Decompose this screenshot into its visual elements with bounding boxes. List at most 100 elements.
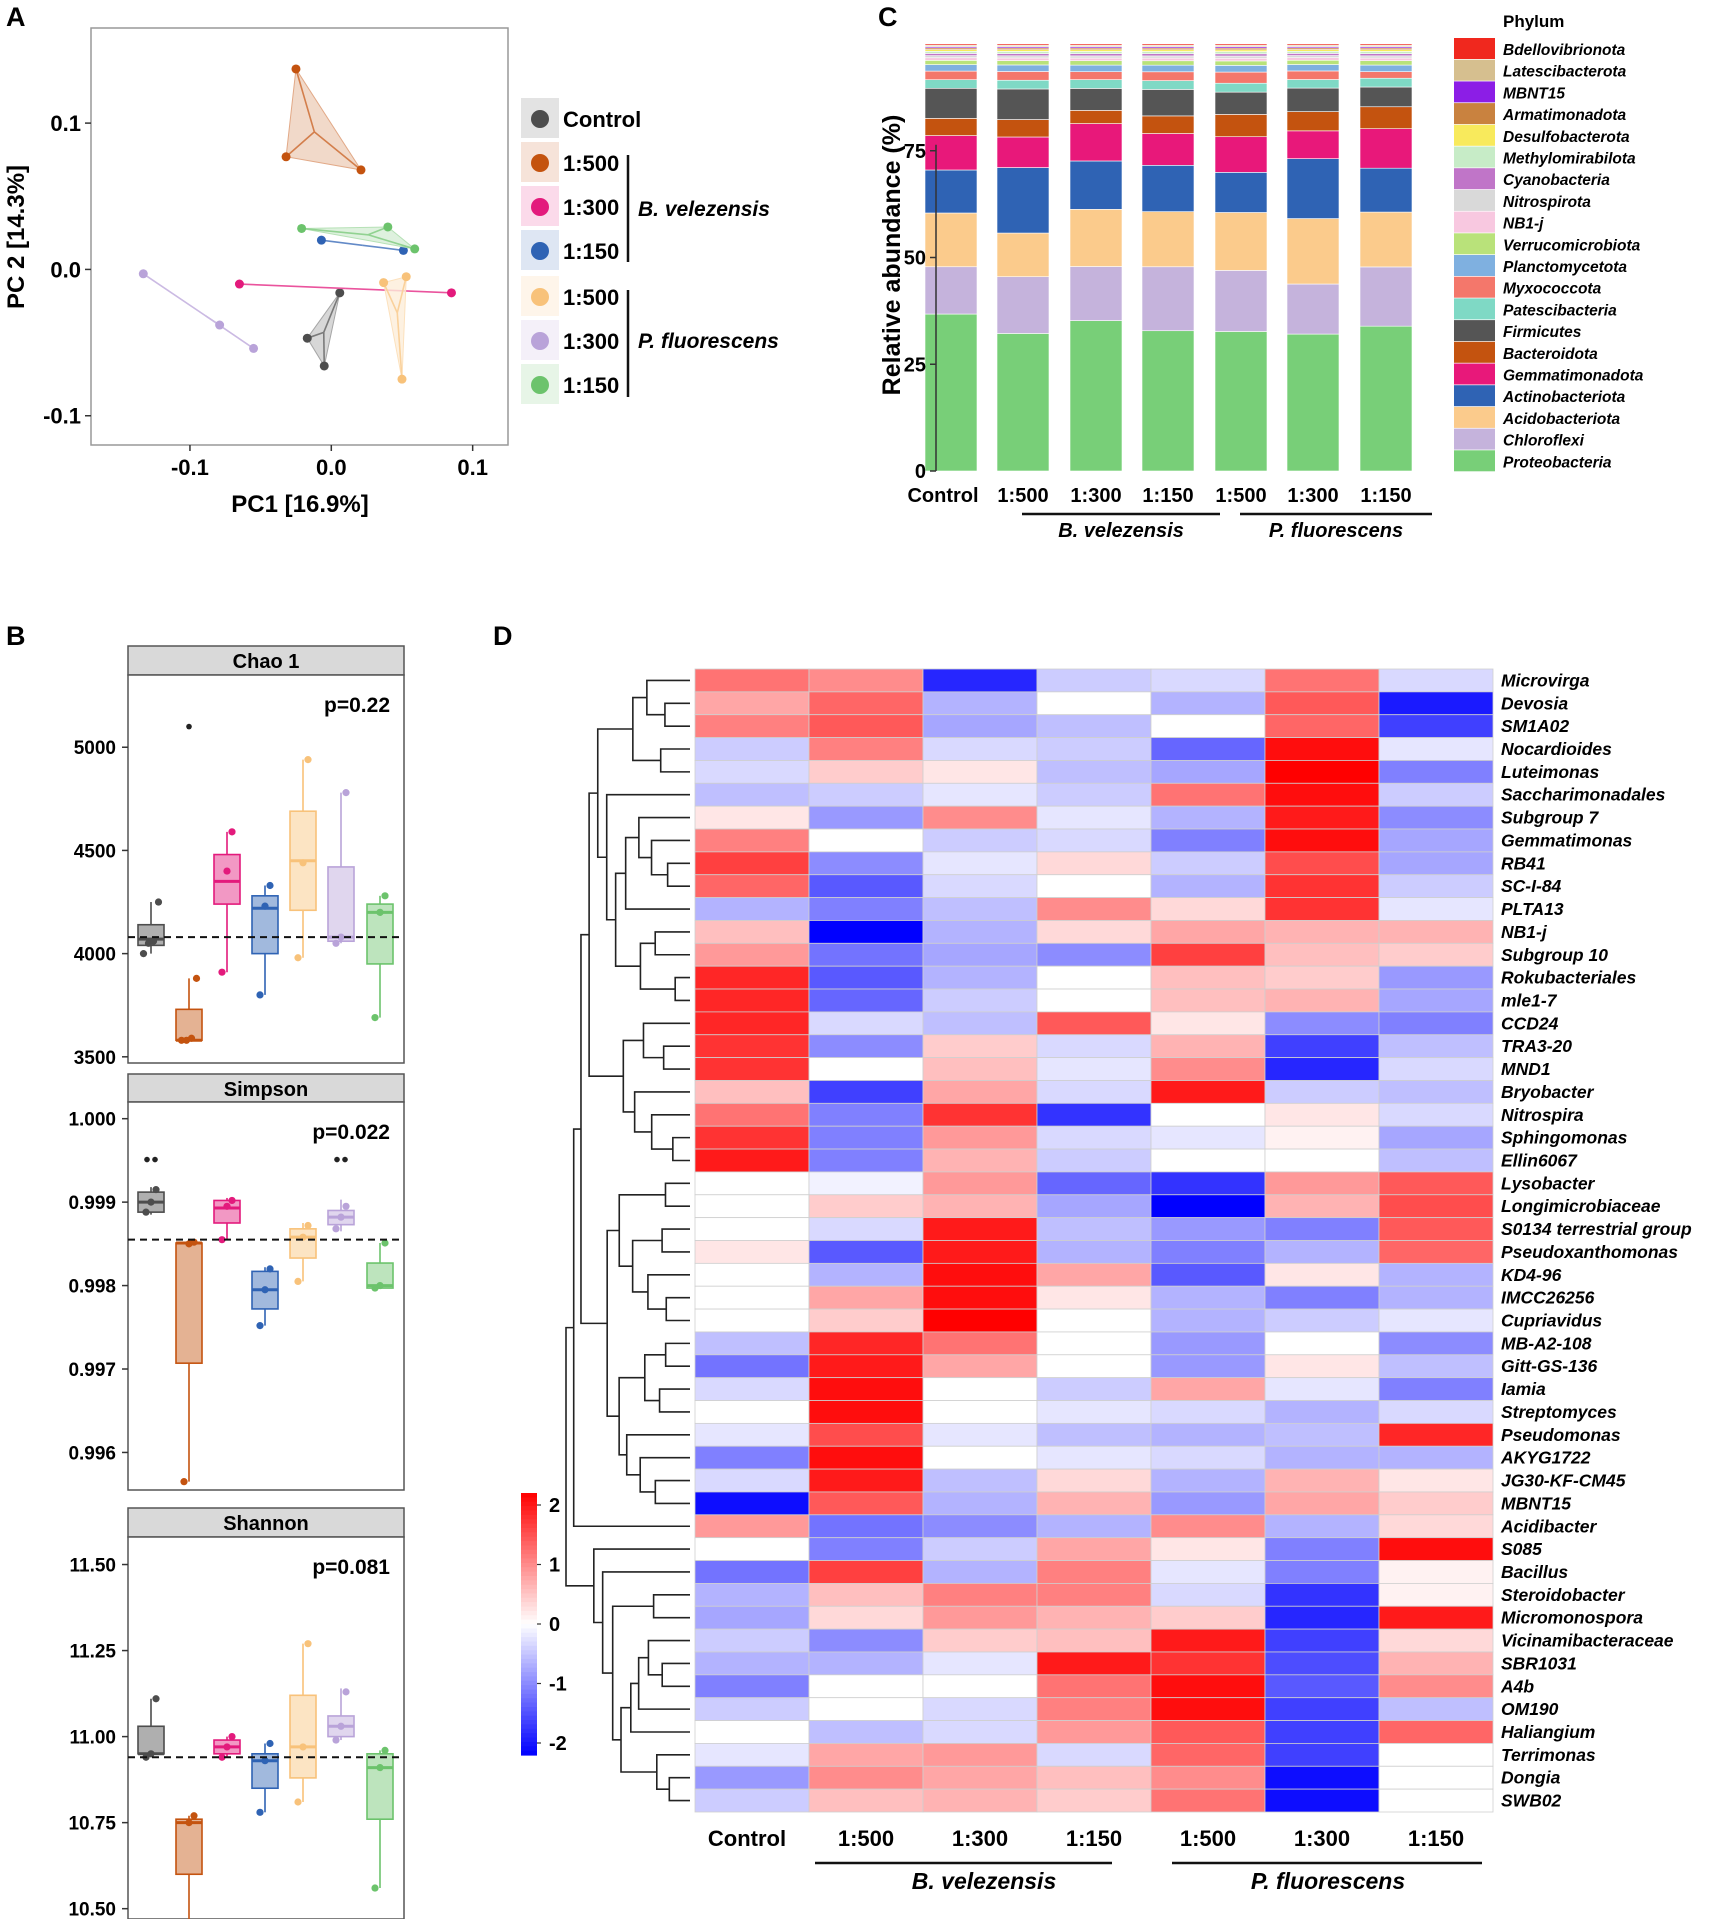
heatmap-cell [1036, 874, 1152, 898]
heatmap-cells [694, 668, 1494, 1813]
pca-spider-line [301, 227, 369, 236]
heatmap-cell [808, 1354, 924, 1379]
heatmap-cell [922, 920, 1038, 944]
pca-x-tick-label: -0.1 [171, 455, 209, 480]
heatmap-cell [1264, 988, 1380, 1013]
heatmap-cell [1378, 1148, 1494, 1173]
heatmap-row-label: Bryobacter [1501, 1082, 1595, 1102]
heatmap-cell [1264, 1354, 1380, 1379]
stacked-bar-segment [1069, 53, 1123, 57]
heatmap-cell [1378, 965, 1494, 990]
heatmap-cell [1036, 1743, 1152, 1767]
pca-legend-swatch-bv150 [531, 242, 549, 260]
dendrogram-branch [620, 1706, 657, 1773]
heatmap-cell [1036, 1422, 1152, 1447]
pca-legend-label: 1:500 [563, 151, 619, 176]
heatmap-row-label: Luteimonas [1501, 762, 1599, 782]
pca-y-tick-label: -0.1 [43, 404, 81, 429]
boxplot-point [342, 1202, 350, 1210]
heatmap-cell [1036, 760, 1152, 784]
pca-spider-line [142, 273, 206, 317]
stacked-bar-segment [996, 276, 1050, 334]
heatmap-cell [1150, 1331, 1266, 1356]
boxplot-box-bv300 [213, 1199, 241, 1224]
stacked-bar-segment [1359, 86, 1413, 108]
color-scale-step [521, 1610, 537, 1616]
phylum-legend-label: Desulfobacterota [1503, 129, 1630, 146]
boxplot-point [304, 1640, 312, 1648]
boxplot-point [371, 1013, 379, 1022]
heatmap-row-label: A4b [1500, 1676, 1534, 1696]
stacked-bar-segment [924, 79, 978, 89]
pca-y-tick-label: 0.0 [50, 257, 81, 282]
heatmap-cell [694, 1788, 810, 1813]
heatmap-row-label: IMCC26256 [1501, 1288, 1595, 1308]
boxplot-title: Shannon [223, 1513, 309, 1535]
heatmap-cell [1264, 1468, 1380, 1493]
heatmap-cell [1264, 782, 1380, 807]
stacked-bar-segment [1359, 211, 1413, 268]
heatmap-row-label: Streptomyces [1501, 1402, 1617, 1422]
heatmap-row-label: mle1-7 [1501, 990, 1558, 1010]
heatmap-cell [1150, 1491, 1266, 1516]
boxplot-point [266, 1265, 274, 1273]
heatmap-cell [694, 1331, 810, 1356]
heatmap-cell [922, 1697, 1038, 1721]
color-scale-step [521, 1506, 537, 1512]
heatmap-cell [694, 1422, 810, 1447]
boxplot-point [228, 828, 236, 836]
heatmap-cell [1150, 805, 1266, 830]
heatmap-cell [1150, 1537, 1266, 1561]
phylum-legend-swatch [1454, 168, 1495, 190]
stacked-bar-segment [1141, 43, 1195, 46]
heatmap-cell [1378, 782, 1494, 807]
phylum-legend-label: Latescibacterota [1503, 64, 1627, 81]
heatmap-cell [694, 691, 810, 716]
phylum-legend-label: Verrucomicrobiota [1503, 237, 1641, 254]
heatmap-cell [1036, 782, 1152, 807]
boxplot-point [190, 1812, 198, 1820]
heatmap-cell [1264, 1171, 1380, 1196]
heatmap-cell [1264, 828, 1380, 853]
phylum-legend-swatch [1454, 255, 1495, 276]
pca-point-control [335, 288, 345, 298]
heatmap-cell [808, 988, 924, 1013]
pca-x-tick-label: 0.0 [316, 455, 347, 480]
boxplot-point [332, 939, 340, 947]
boxplot-point [147, 1198, 155, 1206]
stacked-bar-segment [1069, 71, 1123, 80]
boxplot-point [337, 933, 345, 941]
heatmap-cell [1036, 1400, 1152, 1424]
heatmap-cell [1150, 1445, 1266, 1470]
heatmap-cell [1150, 1765, 1266, 1790]
heatmap-cell [1150, 1743, 1266, 1767]
pca-legend: Control 1:500 1:300 1:150 1:500 1:300 1:150 [521, 98, 641, 404]
boxplot-point [218, 1753, 226, 1761]
pca-spider-line [396, 312, 403, 380]
stacked-bar-segment [1141, 71, 1195, 81]
heatmap-column-label: 1:300 [952, 1826, 1008, 1851]
phylum-legend-label: Firmicutes [1503, 324, 1582, 341]
heatmap-cell [922, 1308, 1038, 1333]
heatmap-cell [922, 1194, 1038, 1219]
heatmap-cell [694, 1674, 810, 1699]
pca-legend-label: 1:500 [563, 285, 619, 310]
heatmap-cell [1264, 1605, 1380, 1630]
heatmap-cell [808, 828, 924, 853]
heatmap-cell [1150, 1377, 1266, 1401]
boxplot-point [381, 892, 389, 900]
heatmap-cell [1264, 1034, 1380, 1059]
boxplot-y-tick-label: 0.998 [68, 1277, 116, 1298]
heatmap-cell [1264, 1697, 1380, 1721]
color-scale-step [521, 1654, 537, 1660]
stacked-bar-segment [1214, 91, 1268, 115]
dendrogram-branch [639, 942, 676, 990]
heatmap-cell [808, 1422, 924, 1447]
heatmap-cell [694, 1080, 810, 1104]
dendrogram-branch [650, 1113, 690, 1150]
phylum-legend-swatch [1454, 320, 1495, 342]
heatmap-cell [1036, 828, 1152, 853]
heatmap-cell [1378, 1194, 1494, 1219]
